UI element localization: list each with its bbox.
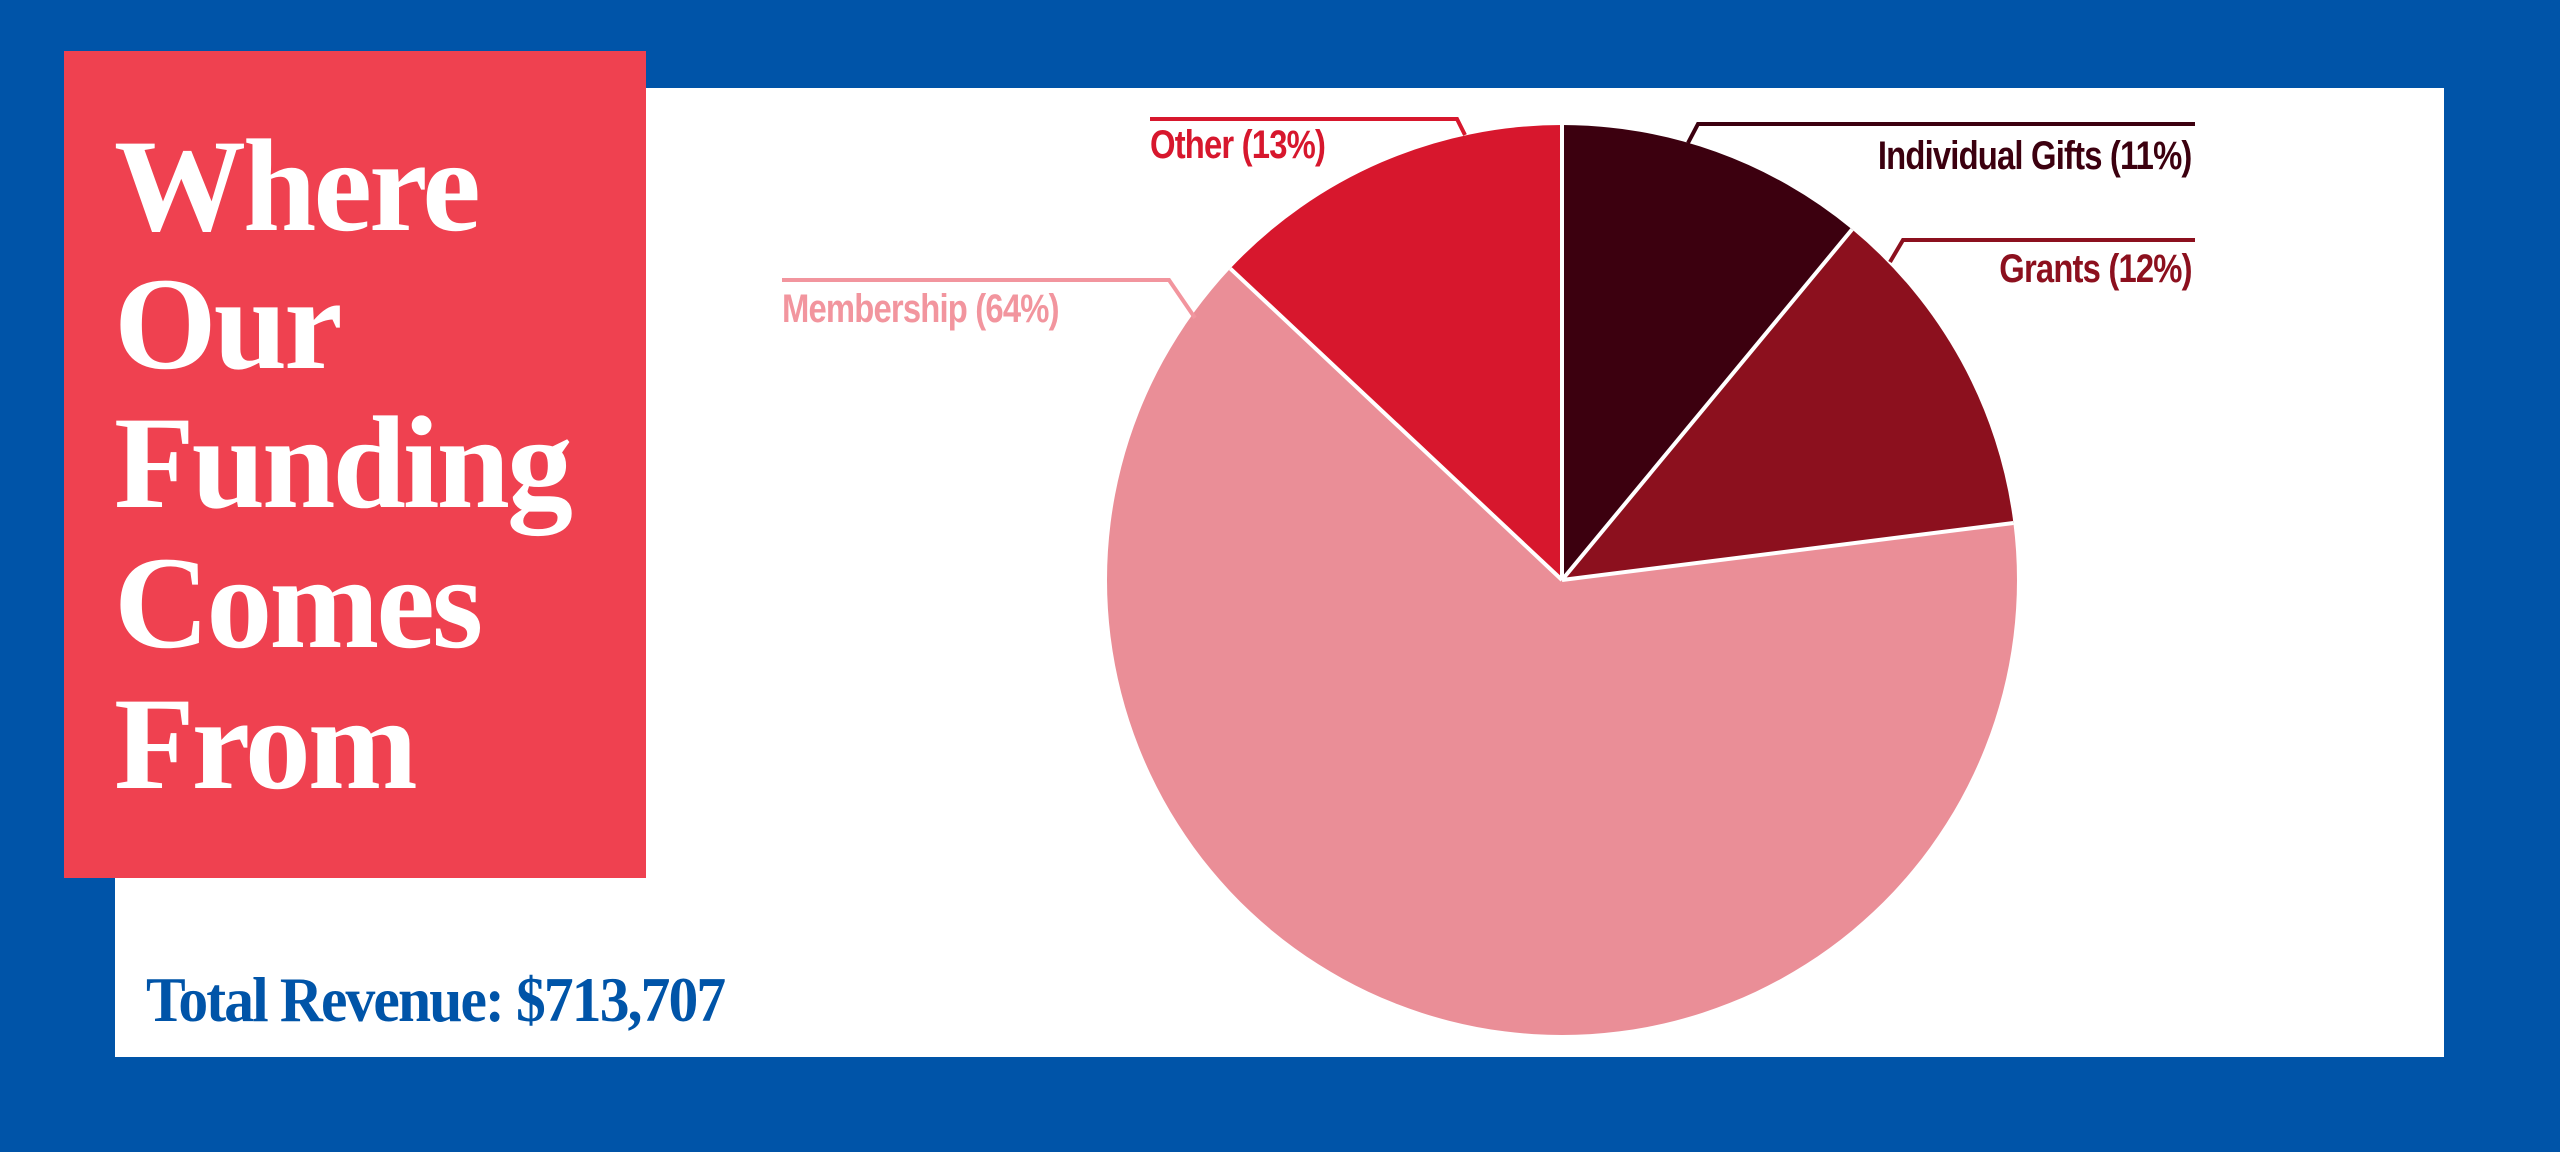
pie-slices xyxy=(1107,125,2018,1035)
slice-separator xyxy=(1560,228,1854,582)
leader-line-other xyxy=(1150,117,1467,136)
slice-separator xyxy=(1228,267,1564,582)
total-revenue: Total Revenue: $713,707 xyxy=(146,964,726,1035)
title-line-3: Funding xyxy=(114,389,573,536)
label-grants: Grants (12%) xyxy=(1999,247,2193,291)
leader-line-membership xyxy=(782,278,1197,320)
title-line-5: From xyxy=(114,670,418,817)
leader-line-individual-gifts xyxy=(1686,122,2195,144)
label-other: Other (13%) xyxy=(1150,123,1326,167)
title-line-2: Our xyxy=(114,250,343,397)
pie-slice-membership xyxy=(1107,268,2018,1035)
pie-slice-individual-gifts xyxy=(1562,125,1853,580)
slice-separator xyxy=(1561,520,2014,582)
pie-slice-grants xyxy=(1562,229,2014,580)
title-line-4: Comes xyxy=(114,529,483,676)
label-individual-gifts: Individual Gifts (11%) xyxy=(1878,134,2192,178)
pie-slice-other xyxy=(1230,125,1562,580)
leader-line-grants xyxy=(1888,238,2195,264)
title-line-1: Where xyxy=(114,112,481,259)
label-membership: Membership (64%) xyxy=(782,287,1060,331)
title-box: Where Our Funding Comes From xyxy=(64,51,646,878)
